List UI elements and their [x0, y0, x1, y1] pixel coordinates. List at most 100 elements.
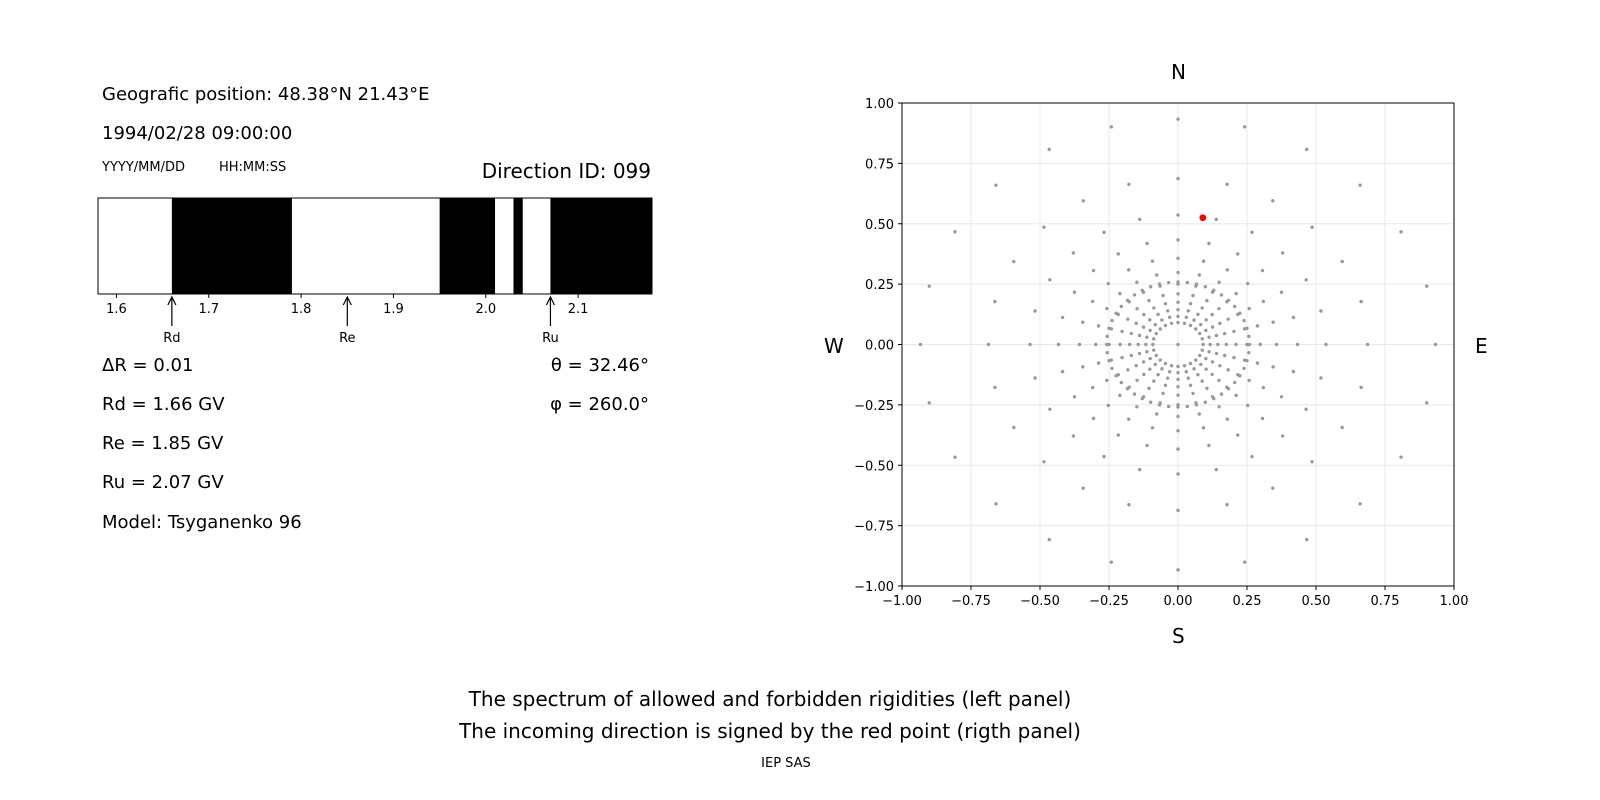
direction-point: [1515, 514, 1518, 517]
x-tick-label: 0.50: [1302, 594, 1331, 609]
direction-point: [1141, 360, 1146, 364]
y-tick-label: −1.00: [854, 580, 894, 595]
direction-point: [1225, 503, 1229, 507]
direction-point: [1520, 517, 1523, 520]
direction-point: [1118, 342, 1122, 347]
direction-point: [1365, 342, 1370, 347]
direction-point: [1182, 364, 1187, 368]
direction-point: [1291, 315, 1296, 320]
direction-point: [1236, 252, 1240, 256]
direction-point: [1234, 291, 1238, 296]
direction-point: [1042, 460, 1046, 464]
direction-point: [1425, 284, 1429, 288]
direction-point: [1225, 300, 1229, 304]
direction-point: [1176, 377, 1180, 382]
direction-point: [1176, 307, 1180, 312]
direction-point: [1074, 677, 1077, 680]
direction-point: [1310, 225, 1314, 229]
direction-point: [1210, 325, 1215, 329]
direction-point: [1154, 353, 1158, 358]
direction-point: [1224, 342, 1229, 347]
y-tick-label: 0.75: [865, 157, 894, 172]
incoming-direction-point: [1199, 214, 1207, 222]
direction-point: [1374, 43, 1377, 46]
direction-point: [1192, 367, 1196, 371]
direction-point: [1210, 395, 1215, 399]
direction-point: [993, 385, 997, 390]
direction-point: [1135, 306, 1139, 311]
direction-point: [1176, 342, 1180, 347]
spectrum-tick-label: 1.6: [106, 302, 127, 317]
direction-point: [1200, 348, 1204, 352]
direction-point: [1126, 317, 1130, 321]
direction-point: [1060, 369, 1065, 374]
direction-point: [1340, 259, 1344, 264]
credit: IEP SAS: [761, 756, 811, 771]
direction-point: [837, 172, 840, 175]
direction-point: [1096, 324, 1101, 328]
direction-point: [895, 97, 898, 100]
direction-point: [1219, 392, 1224, 396]
direction-point: [1176, 568, 1180, 572]
forbidden-band: [439, 198, 496, 294]
direction-point: [1138, 217, 1142, 222]
direction-point: [1196, 312, 1200, 317]
direction-point: [1138, 467, 1142, 472]
direction-point: [1242, 358, 1247, 362]
direction-point: [1012, 425, 1016, 430]
direction-point: [1207, 241, 1211, 246]
direction-point: [1234, 393, 1238, 398]
direction-point: [1271, 199, 1275, 203]
direction-point: [1340, 425, 1344, 430]
direction-point: [1218, 321, 1222, 326]
direction-point: [1520, 169, 1523, 172]
direction-point: [1127, 417, 1131, 421]
direction-point: [1515, 172, 1518, 175]
direction-point: [1425, 401, 1429, 405]
direction-point: [1214, 351, 1219, 356]
direction-point: [1225, 385, 1229, 389]
direction-point: [1176, 364, 1180, 369]
spectrum-tick-label: 1.7: [198, 302, 219, 317]
direction-point: [794, 253, 797, 256]
direction-point: [1359, 299, 1363, 304]
direction-point: [1158, 327, 1162, 331]
direction-point: [1176, 0, 1179, 3]
direction-point: [1280, 251, 1285, 255]
direction-point: [1234, 342, 1238, 347]
direction-point: [1247, 306, 1251, 311]
direction-point: [1145, 335, 1149, 339]
direction-point: [1118, 291, 1122, 296]
direction-point: [1176, 213, 1180, 217]
direction-point: [1217, 405, 1221, 409]
marker-label-ru: Ru: [542, 331, 559, 346]
direction-point: [1136, 342, 1140, 347]
direction-point: [1560, 253, 1563, 256]
direction-point: [1072, 290, 1077, 294]
direction-point: [1200, 306, 1204, 310]
direction-point: [1186, 376, 1191, 380]
compass-west: W: [824, 334, 844, 358]
x-tick-label: −0.25: [1089, 594, 1129, 609]
spectrum-tick-label: 1.9: [383, 302, 404, 317]
direction-point: [1176, 300, 1180, 304]
direction-point: [1255, 361, 1260, 365]
direction-point: [1375, 644, 1378, 647]
direction-point: [1271, 320, 1275, 324]
direction-point: [1127, 385, 1131, 389]
direction-point: [1192, 318, 1196, 322]
direction-point: [1106, 403, 1111, 408]
direction-point: [1261, 299, 1266, 304]
direction-point: [1090, 299, 1095, 304]
direction-point: [1145, 241, 1149, 246]
direction-point: [1191, 391, 1195, 396]
direction-point: [1210, 372, 1214, 377]
direction-point: [1242, 560, 1247, 564]
direction-point: [1120, 355, 1124, 360]
direction-point: [953, 455, 957, 459]
plot-frame: [901, 102, 1455, 587]
direction-point: [1132, 392, 1137, 396]
direction-point: [1033, 376, 1037, 380]
direction-point: [1169, 364, 1174, 368]
direction-point: [1258, 342, 1262, 347]
